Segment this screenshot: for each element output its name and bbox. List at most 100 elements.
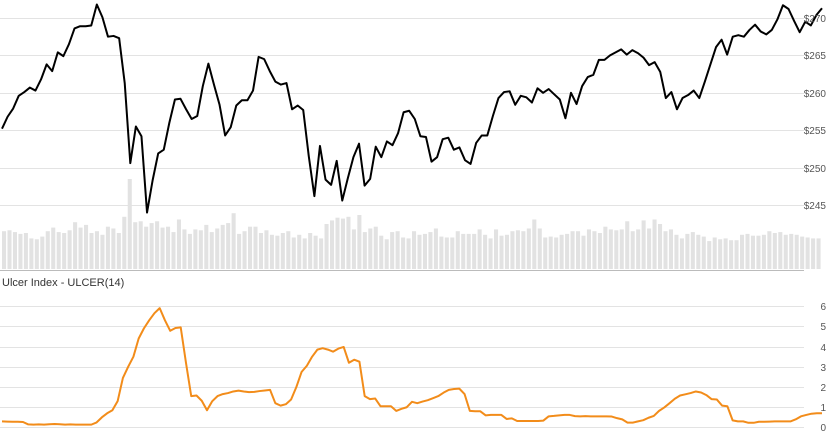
volume-bar <box>592 231 597 269</box>
volume-bars <box>2 179 821 269</box>
volume-bar <box>84 224 89 269</box>
volume-bar <box>401 237 406 269</box>
ulcer-tick-label: 3 <box>820 363 826 374</box>
volume-bar <box>144 226 149 269</box>
volume-bar <box>816 238 821 269</box>
volume-bar <box>248 226 253 269</box>
volume-bar <box>548 236 553 269</box>
volume-bar <box>597 233 602 269</box>
volume-bar <box>253 226 258 269</box>
volume-bar <box>166 226 171 269</box>
volume-bar <box>450 237 455 269</box>
ulcer-index-panel: Ulcer Index - ULCER(14) 0 1 2 3 4 5 6 <box>0 270 826 434</box>
volume-bar <box>351 229 356 269</box>
volume-bar <box>182 229 187 269</box>
volume-bar <box>685 233 690 269</box>
volume-bar <box>308 233 313 269</box>
volume-bar <box>302 238 307 269</box>
indicator-title: Ulcer Index - ULCER(14) <box>2 277 124 289</box>
volume-bar <box>636 229 641 269</box>
volume-bar <box>138 221 143 269</box>
volume-bar <box>2 231 7 269</box>
volume-bar <box>319 238 324 269</box>
volume-bar <box>362 232 367 269</box>
volume-bar <box>488 238 493 269</box>
price-grid <box>0 18 804 206</box>
volume-bar <box>652 219 657 269</box>
ulcer-tick-label: 4 <box>820 343 826 354</box>
volume-bar <box>718 239 723 269</box>
volume-bar <box>455 231 460 269</box>
volume-bar <box>357 215 362 269</box>
volume-bar <box>789 233 794 269</box>
ulcer-grid <box>0 306 804 428</box>
volume-bar <box>127 179 132 269</box>
volume-bar <box>45 231 50 269</box>
price-tick-label: $250 <box>804 164 827 175</box>
price-line <box>1 3 823 214</box>
volume-bar <box>772 233 777 269</box>
volume-bar <box>198 230 203 269</box>
volume-bar <box>133 222 138 269</box>
volume-bar <box>51 227 56 269</box>
volume-bar <box>537 228 542 269</box>
volume-bar <box>439 236 444 269</box>
volume-bar <box>663 231 668 269</box>
volume-bar <box>510 231 515 269</box>
volume-bar <box>280 233 285 269</box>
volume-bar <box>340 218 345 269</box>
ulcer-tick-label: 2 <box>820 383 826 394</box>
volume-bar <box>750 235 755 269</box>
volume-bar <box>674 234 679 269</box>
volume-bar <box>18 233 23 269</box>
price-tick-label: $260 <box>804 89 827 100</box>
volume-bar <box>461 233 466 269</box>
ulcer-y-axis: 0 1 2 3 4 5 6 <box>820 302 826 434</box>
volume-bar <box>679 238 684 269</box>
volume-bar <box>286 231 291 269</box>
volume-bar <box>373 226 378 269</box>
volume-bar <box>215 228 220 269</box>
volume-bar <box>220 224 225 269</box>
volume-bar <box>565 233 570 269</box>
volume-bar <box>422 233 427 269</box>
volume-bar <box>62 233 67 269</box>
volume-bar <box>187 233 192 269</box>
volume-bar <box>499 235 504 269</box>
volume-bar <box>554 237 559 269</box>
volume-bar <box>433 228 438 269</box>
volume-bar <box>149 223 154 269</box>
volume-bar <box>346 216 351 269</box>
volume-bar <box>105 226 110 269</box>
volume-bar <box>116 233 121 269</box>
volume-bar <box>73 222 78 269</box>
volume-bar <box>94 231 99 269</box>
volume-bar <box>275 235 280 269</box>
volume-bar <box>258 233 263 269</box>
volume-bar <box>778 232 783 269</box>
volume-bar <box>494 229 499 269</box>
volume-bar <box>335 217 340 269</box>
volume-bar <box>477 229 482 269</box>
volume-bar <box>756 235 761 269</box>
volume-bar <box>521 231 526 269</box>
volume-bar <box>29 238 34 269</box>
volume-bar <box>122 216 127 269</box>
volume-bar <box>193 229 198 269</box>
volume-bar <box>740 234 745 269</box>
volume-bar <box>40 236 45 269</box>
volume-bar <box>783 234 788 269</box>
volume-bar <box>100 234 105 269</box>
price-tick-label: $245 <box>804 201 827 212</box>
volume-bar <box>729 240 734 269</box>
ulcer-tick-label: 1 <box>820 403 826 414</box>
volume-bar <box>794 234 799 269</box>
volume-bar <box>67 230 72 269</box>
volume-bar <box>209 232 214 269</box>
volume-bar <box>390 232 395 269</box>
volume-bar <box>406 238 411 269</box>
volume-bar <box>614 230 619 269</box>
volume-bar <box>761 234 766 269</box>
volume-bar <box>379 235 384 269</box>
